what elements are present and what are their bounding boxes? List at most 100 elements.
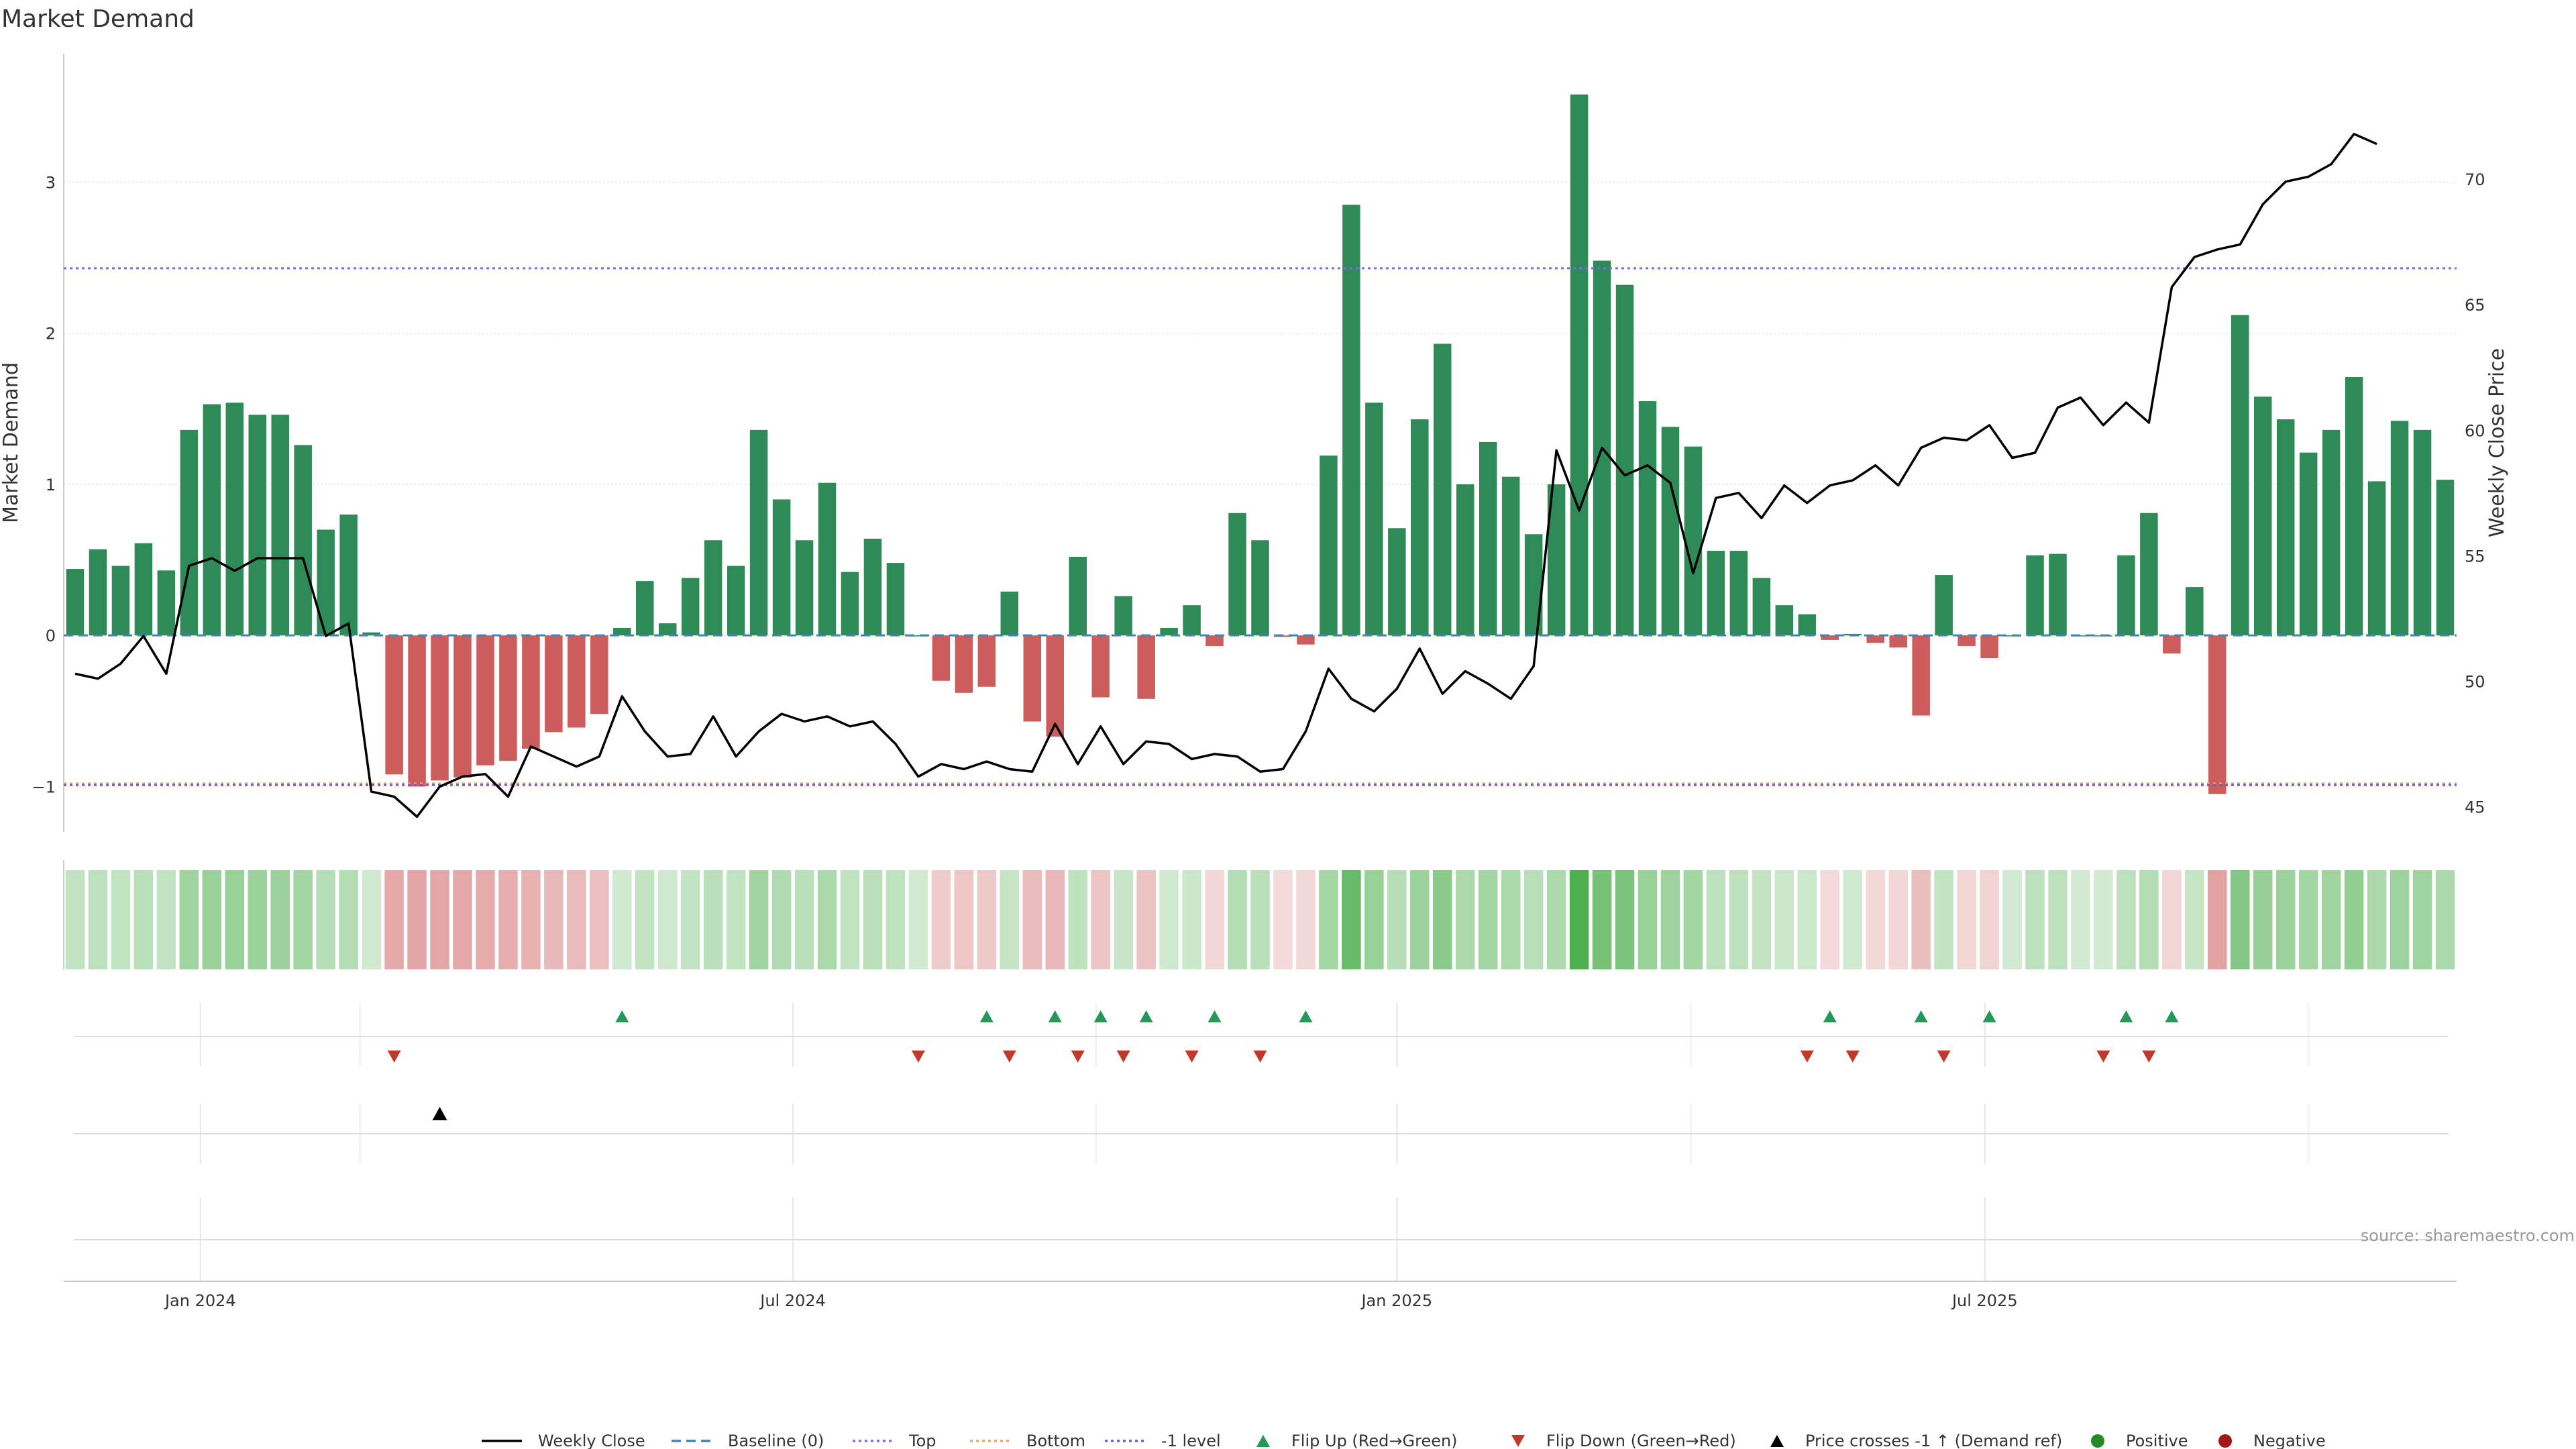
heat-cell <box>270 870 290 969</box>
x-tick-label: Jan 2024 <box>164 1291 236 1310</box>
heat-cell <box>954 870 974 969</box>
heat-cell <box>1888 870 1908 969</box>
heat-cell <box>1319 870 1338 969</box>
flip-up-marker <box>615 1010 629 1022</box>
heat-cell <box>726 870 746 969</box>
heat-cell <box>1774 870 1794 969</box>
heat-cell <box>657 870 678 969</box>
heat-cell <box>1911 870 1931 969</box>
heat-cell <box>2344 870 2364 969</box>
heat-cell <box>794 870 814 969</box>
flip-up-marker <box>1048 1010 1062 1022</box>
demand-bar <box>1228 513 1246 636</box>
weekly-close-polyline <box>74 132 2377 818</box>
heat-cell <box>1820 870 1840 969</box>
demand-bar <box>89 549 107 636</box>
heat-cell <box>2025 870 2045 969</box>
y2-tick-label: 50 <box>2465 672 2485 691</box>
flip-up-marker <box>2165 1010 2179 1022</box>
heat-cell <box>1136 870 1156 969</box>
heat-cell <box>885 870 906 969</box>
heat-cell <box>1342 870 1361 969</box>
flip-down-marker <box>1116 1051 1130 1063</box>
heat-cell <box>2275 870 2296 969</box>
heat-cell <box>2253 870 2273 969</box>
heat-cell <box>2208 870 2227 969</box>
demand-bar <box>499 635 517 761</box>
chart-title: Market Demand <box>1 5 195 33</box>
demand-bar <box>362 632 380 636</box>
heat-cell <box>1228 870 1247 969</box>
heat-cell <box>179 870 199 969</box>
lower-panel <box>64 1239 2457 1282</box>
flip-down-marker <box>1800 1051 1814 1063</box>
demand-bar <box>1638 401 1657 636</box>
demand-bar <box>317 529 335 636</box>
demand-bar <box>1069 557 1087 636</box>
heat-cell <box>156 870 176 969</box>
demand-bar <box>932 635 951 681</box>
heat-cell <box>65 870 85 969</box>
legend-label: Weekly Close <box>538 1432 645 1449</box>
demand-bar <box>977 635 996 687</box>
flip-up-marker <box>1914 1010 1928 1022</box>
legend-label: Price crosses -1 ↑ (Demand ref) <box>1805 1432 2062 1449</box>
heat-cell <box>703 870 723 969</box>
heat-cell <box>1501 870 1521 969</box>
heat-cell <box>2116 870 2136 969</box>
x-tick-label: Jan 2025 <box>1360 1291 1432 1310</box>
heat-cell <box>1433 870 1452 969</box>
heat-cell <box>133 870 154 969</box>
heat-cell <box>1980 870 1999 969</box>
demand-bar <box>1000 591 1019 636</box>
heat-cell <box>1729 870 1749 969</box>
demand-bar <box>408 635 426 787</box>
legend-label: Baseline (0) <box>728 1432 824 1449</box>
flip-up-marker <box>1982 1010 1996 1022</box>
demand-bar <box>2367 481 2386 636</box>
demand-bar <box>1365 402 1383 636</box>
heat-cell <box>1182 870 1201 969</box>
heat-cell <box>430 870 449 969</box>
heat-cell <box>2412 870 2432 969</box>
legend-item: Bottom <box>970 1432 1085 1449</box>
x-tick-label: Jul 2024 <box>759 1291 826 1310</box>
y2-tick-label: 70 <box>2465 170 2485 189</box>
heat-cell <box>2390 870 2410 969</box>
flip-down-marker <box>387 1051 401 1063</box>
demand-bar <box>1046 635 1065 737</box>
demand-bar <box>1752 578 1771 636</box>
heat-cell <box>1683 870 1703 969</box>
heat-cell <box>567 870 586 969</box>
legend-swatch <box>2218 1434 2232 1448</box>
demand-bar <box>2390 421 2409 636</box>
tick-labels: −1 0 1 2 3 45 50 55 60 65 70 Jan 2024 Jul 2024 Jan 20… <box>32 170 2485 1310</box>
legend-label: -1 level <box>1161 1432 1221 1449</box>
demand-bar <box>955 635 973 693</box>
demand-bar <box>1957 635 1976 646</box>
demand-bar <box>1889 635 1907 648</box>
flip-up-marker <box>2119 1010 2133 1022</box>
demand-bar <box>157 570 176 636</box>
demand-bar <box>385 635 403 775</box>
flip-up-marker <box>1208 1010 1222 1022</box>
demand-bar <box>568 635 586 728</box>
legend-label: Bottom <box>1026 1432 1085 1449</box>
demand-bar <box>2231 315 2249 636</box>
heat-cell <box>521 870 541 969</box>
demand-bar <box>271 415 289 636</box>
demand-bar <box>522 635 540 749</box>
heat-cell <box>1478 870 1498 969</box>
demand-bar <box>1980 635 1998 658</box>
legend-item: Flip Up (Red→Green) <box>1256 1432 1458 1449</box>
heat-cell <box>749 870 769 969</box>
demand-bar <box>1684 446 1703 636</box>
legend-item: Price crosses -1 ↑ (Demand ref) <box>1770 1432 2062 1449</box>
demand-bar <box>339 514 358 636</box>
demand-bar <box>294 445 312 636</box>
heat-cell <box>1569 870 1589 969</box>
demand-bar <box>1411 419 1429 636</box>
y2-tick-label: 65 <box>2465 296 2485 315</box>
heat-cell <box>1387 870 1407 969</box>
heat-cell <box>1273 870 1293 969</box>
